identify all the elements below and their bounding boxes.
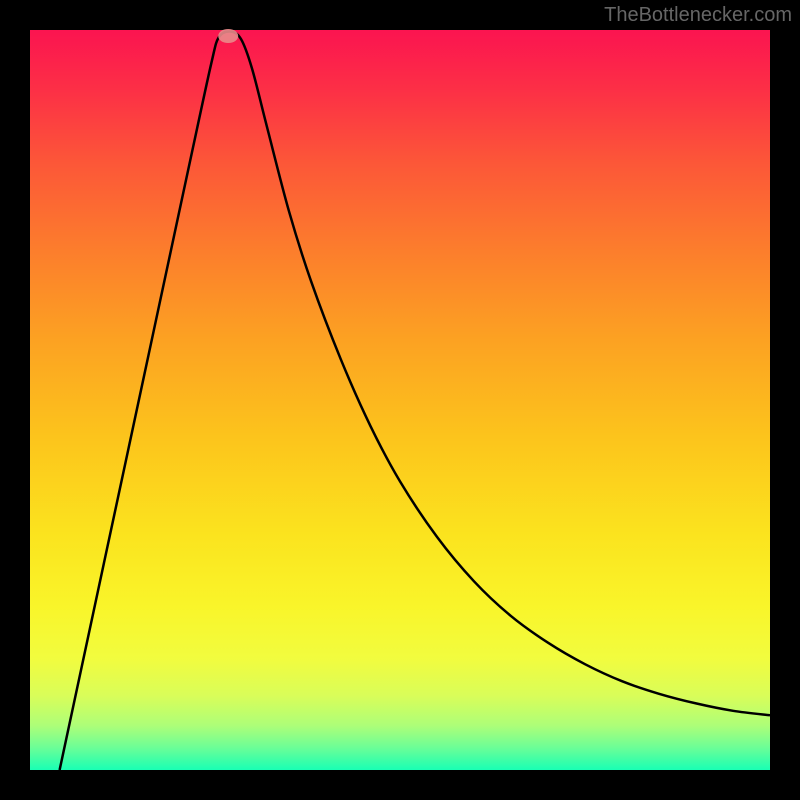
data-marker [219, 29, 239, 43]
chart-container: TheBottlenecker.com [0, 0, 800, 800]
plot-area [30, 30, 770, 770]
curve-line [30, 30, 770, 770]
watermark-text: TheBottlenecker.com [604, 4, 792, 27]
